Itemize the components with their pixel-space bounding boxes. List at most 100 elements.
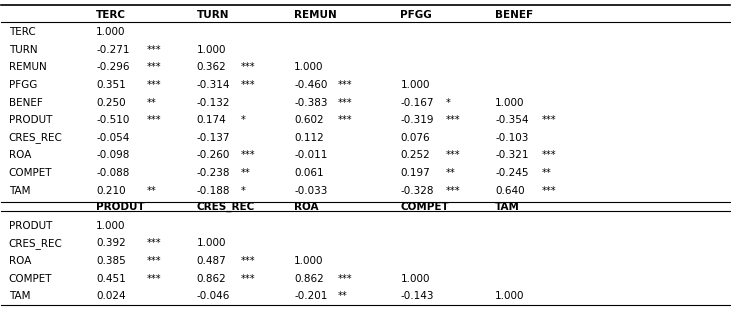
Text: ROA: ROA: [9, 150, 31, 160]
Text: **: **: [240, 168, 250, 178]
Text: 0.487: 0.487: [197, 256, 227, 266]
Text: 0.174: 0.174: [197, 115, 227, 125]
Text: ROA: ROA: [294, 202, 319, 212]
Text: TERC: TERC: [9, 27, 35, 37]
Text: -0.033: -0.033: [294, 185, 327, 195]
Text: ***: ***: [338, 274, 352, 284]
Text: **: **: [338, 291, 347, 301]
Text: ***: ***: [240, 150, 255, 160]
Text: CRES_REC: CRES_REC: [197, 202, 255, 212]
Text: ***: ***: [542, 150, 556, 160]
Text: -0.354: -0.354: [495, 115, 529, 125]
Text: 0.351: 0.351: [96, 80, 126, 90]
Text: ***: ***: [147, 62, 162, 72]
Text: 0.385: 0.385: [96, 256, 126, 266]
Text: ***: ***: [147, 45, 162, 55]
Text: ***: ***: [147, 80, 162, 90]
Text: ROA: ROA: [9, 256, 31, 266]
Text: 0.640: 0.640: [495, 185, 525, 195]
Text: 0.362: 0.362: [197, 62, 227, 72]
Text: ***: ***: [240, 256, 255, 266]
Text: COMPET: COMPET: [9, 274, 52, 284]
Text: ***: ***: [240, 274, 255, 284]
Text: TURN: TURN: [197, 10, 229, 20]
Text: 1.000: 1.000: [495, 98, 525, 108]
Text: ***: ***: [147, 115, 162, 125]
Text: -0.314: -0.314: [197, 80, 230, 90]
Text: TAM: TAM: [495, 202, 520, 212]
Text: TERC: TERC: [96, 10, 126, 20]
Text: ***: ***: [542, 115, 556, 125]
Text: -0.328: -0.328: [401, 185, 434, 195]
Text: **: **: [446, 168, 455, 178]
Text: -0.319: -0.319: [401, 115, 434, 125]
Text: COMPET: COMPET: [401, 202, 450, 212]
Text: CRES_REC: CRES_REC: [9, 132, 63, 143]
Text: -0.260: -0.260: [197, 150, 230, 160]
Text: 0.112: 0.112: [294, 133, 324, 143]
Text: ***: ***: [338, 98, 352, 108]
Text: -0.383: -0.383: [294, 98, 327, 108]
Text: 0.250: 0.250: [96, 98, 126, 108]
Text: COMPET: COMPET: [9, 168, 52, 178]
Text: CRES_REC: CRES_REC: [9, 238, 63, 249]
Text: -0.167: -0.167: [401, 98, 434, 108]
Text: TAM: TAM: [9, 291, 30, 301]
Text: **: **: [542, 168, 551, 178]
Text: 0.252: 0.252: [401, 150, 431, 160]
Text: 0.210: 0.210: [96, 185, 126, 195]
Text: TAM: TAM: [9, 185, 30, 195]
Text: 1.000: 1.000: [401, 80, 430, 90]
Text: PFGG: PFGG: [9, 80, 37, 90]
Text: 1.000: 1.000: [96, 221, 126, 231]
Text: -0.245: -0.245: [495, 168, 529, 178]
Text: REMUN: REMUN: [9, 62, 47, 72]
Text: ***: ***: [147, 274, 162, 284]
Text: 0.451: 0.451: [96, 274, 126, 284]
Text: -0.088: -0.088: [96, 168, 129, 178]
Text: -0.460: -0.460: [294, 80, 327, 90]
Text: PFGG: PFGG: [401, 10, 432, 20]
Text: -0.098: -0.098: [96, 150, 129, 160]
Text: -0.296: -0.296: [96, 62, 129, 72]
Text: *: *: [240, 115, 245, 125]
Text: TURN: TURN: [9, 45, 37, 55]
Text: BENEF: BENEF: [9, 98, 42, 108]
Text: *: *: [240, 185, 245, 195]
Text: 1.000: 1.000: [197, 45, 226, 55]
Text: ***: ***: [446, 115, 461, 125]
Text: -0.510: -0.510: [96, 115, 129, 125]
Text: -0.137: -0.137: [197, 133, 230, 143]
Text: 0.061: 0.061: [294, 168, 324, 178]
Text: -0.011: -0.011: [294, 150, 327, 160]
Text: 0.076: 0.076: [401, 133, 430, 143]
Text: -0.132: -0.132: [197, 98, 230, 108]
Text: **: **: [147, 185, 156, 195]
Text: 0.862: 0.862: [294, 274, 324, 284]
Text: -0.271: -0.271: [96, 45, 129, 55]
Text: ***: ***: [446, 185, 461, 195]
Text: 0.392: 0.392: [96, 238, 126, 248]
Text: BENEF: BENEF: [495, 10, 533, 20]
Text: 0.862: 0.862: [197, 274, 227, 284]
Text: ***: ***: [338, 115, 352, 125]
Text: PRODUT: PRODUT: [96, 202, 145, 212]
Text: 1.000: 1.000: [294, 62, 324, 72]
Text: 1.000: 1.000: [401, 274, 430, 284]
Text: REMUN: REMUN: [294, 10, 337, 20]
Text: 0.197: 0.197: [401, 168, 431, 178]
Text: ***: ***: [147, 238, 162, 248]
Text: -0.321: -0.321: [495, 150, 529, 160]
Text: -0.054: -0.054: [96, 133, 129, 143]
Text: ***: ***: [446, 150, 461, 160]
Text: ***: ***: [338, 80, 352, 90]
Text: PRODUT: PRODUT: [9, 115, 52, 125]
Text: 1.000: 1.000: [294, 256, 324, 266]
Text: 1.000: 1.000: [96, 27, 126, 37]
Text: ***: ***: [147, 256, 162, 266]
Text: *: *: [446, 98, 450, 108]
Text: -0.238: -0.238: [197, 168, 230, 178]
Text: -0.201: -0.201: [294, 291, 327, 301]
Text: -0.188: -0.188: [197, 185, 230, 195]
Text: 1.000: 1.000: [197, 238, 226, 248]
